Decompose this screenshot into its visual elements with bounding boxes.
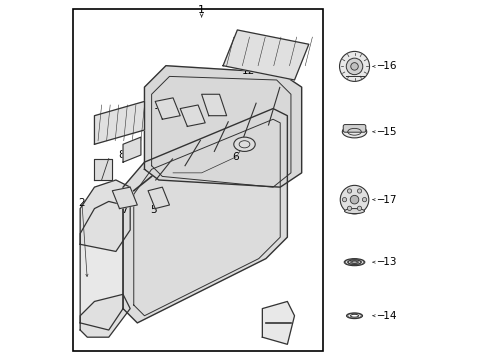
Circle shape (340, 185, 368, 214)
Ellipse shape (350, 314, 358, 317)
Polygon shape (94, 158, 112, 180)
Polygon shape (155, 98, 180, 119)
Ellipse shape (351, 261, 357, 263)
Text: 8: 8 (118, 150, 124, 160)
Ellipse shape (347, 260, 360, 264)
Circle shape (362, 198, 366, 202)
Ellipse shape (344, 208, 364, 213)
Circle shape (357, 206, 361, 211)
Circle shape (349, 195, 358, 204)
Polygon shape (80, 202, 123, 330)
Polygon shape (144, 66, 301, 187)
Polygon shape (80, 294, 130, 337)
Circle shape (346, 189, 351, 193)
Text: 12: 12 (241, 66, 254, 76)
Ellipse shape (342, 126, 366, 138)
Circle shape (357, 189, 361, 193)
Text: ─17: ─17 (376, 195, 395, 204)
Circle shape (346, 206, 351, 211)
Polygon shape (123, 137, 141, 162)
Polygon shape (80, 180, 130, 251)
Text: 9: 9 (189, 111, 196, 121)
Polygon shape (112, 187, 137, 208)
Circle shape (346, 58, 362, 75)
Circle shape (339, 51, 369, 81)
Ellipse shape (344, 258, 364, 266)
Text: ─15: ─15 (376, 127, 395, 137)
Text: 11: 11 (113, 115, 126, 125)
Circle shape (342, 198, 346, 202)
Text: ─13: ─13 (376, 257, 395, 267)
FancyBboxPatch shape (343, 125, 365, 132)
Text: 5: 5 (150, 205, 156, 215)
Polygon shape (94, 102, 144, 144)
Ellipse shape (233, 137, 255, 152)
Text: 18: 18 (273, 306, 286, 316)
Text: 3: 3 (98, 166, 105, 176)
Text: 2: 2 (79, 198, 85, 208)
Polygon shape (201, 94, 226, 116)
Ellipse shape (346, 313, 362, 319)
Polygon shape (180, 105, 205, 126)
Text: 4: 4 (212, 108, 219, 118)
Polygon shape (262, 301, 294, 344)
Polygon shape (148, 187, 169, 208)
Text: 7: 7 (122, 205, 128, 215)
Bar (73, 9, 323, 351)
Text: 10: 10 (154, 101, 167, 111)
Circle shape (350, 63, 358, 70)
Polygon shape (123, 109, 287, 323)
Text: 1: 1 (198, 5, 204, 15)
Text: 6: 6 (232, 152, 239, 162)
Polygon shape (223, 30, 308, 80)
Text: ─14: ─14 (376, 311, 395, 321)
Text: ─16: ─16 (376, 62, 395, 71)
